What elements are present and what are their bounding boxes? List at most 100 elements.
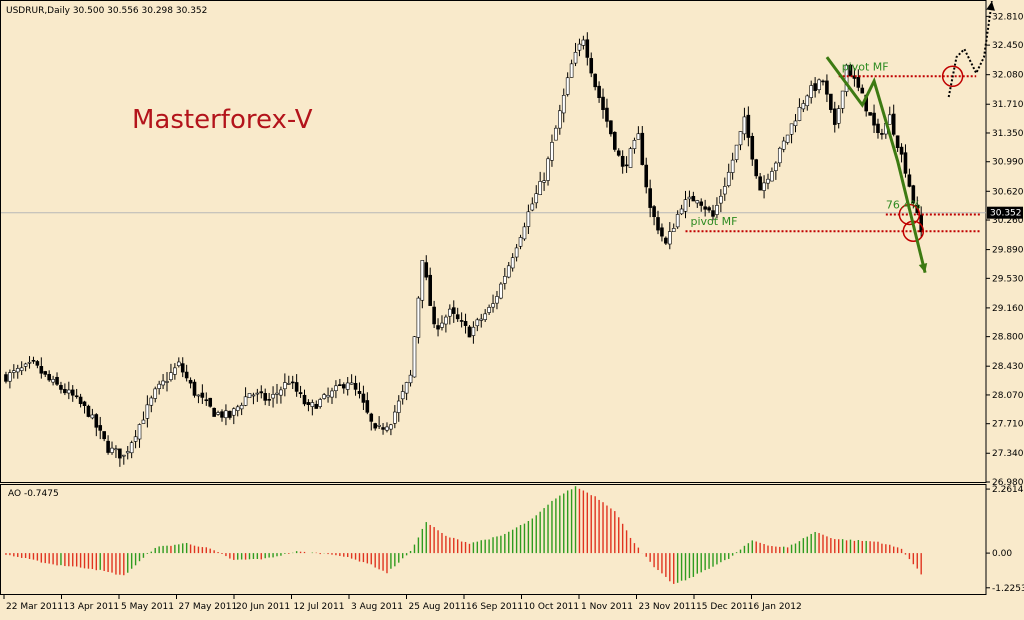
candle-body xyxy=(758,176,762,191)
x-tick-label: 22 Mar 2011 xyxy=(6,602,63,612)
candle-body xyxy=(510,257,515,269)
candle-body xyxy=(911,185,916,204)
candle-body xyxy=(809,85,814,98)
candle-body xyxy=(848,64,853,77)
candle-body xyxy=(526,211,531,227)
candle-body xyxy=(314,403,319,409)
candle-body xyxy=(208,397,213,407)
candle-body xyxy=(742,116,747,135)
candle-body xyxy=(31,359,36,362)
candle-body xyxy=(275,392,279,395)
candle-body xyxy=(271,394,275,399)
candle-body xyxy=(141,419,146,424)
y-tick-label: 30.260 xyxy=(992,216,1024,226)
candle-body xyxy=(491,303,495,308)
candle-body xyxy=(440,322,444,328)
candle-body xyxy=(259,391,264,394)
candle-body xyxy=(860,87,865,94)
x-tick-label: 5 May 2011 xyxy=(121,602,174,612)
candle-body xyxy=(722,186,727,195)
candle-body xyxy=(644,164,649,188)
candle-body xyxy=(868,112,872,116)
candle-body xyxy=(338,384,342,386)
candle-body xyxy=(420,260,425,301)
candle-body xyxy=(196,394,201,397)
x-tick-label: 20 Jun 2011 xyxy=(236,602,290,612)
symbol-header: USDRUR,Daily 30.500 30.556 30.298 30.352 xyxy=(6,6,207,16)
candle-body xyxy=(436,325,440,330)
candle-body xyxy=(577,43,582,51)
y-tick-label: 28.070 xyxy=(992,391,1024,401)
annotation-label: pivot MF xyxy=(691,215,738,228)
candle-body xyxy=(455,314,460,320)
candle-body xyxy=(483,313,487,320)
candle-body xyxy=(298,392,303,395)
candle-body xyxy=(514,247,519,258)
candle-body xyxy=(805,95,810,107)
candle-body xyxy=(82,401,87,406)
candle-body xyxy=(19,367,24,371)
candle-body xyxy=(67,389,71,394)
candle-body xyxy=(102,431,106,440)
candle-body xyxy=(876,123,880,134)
candle-body xyxy=(4,374,8,382)
candle-body xyxy=(597,85,601,98)
candle-body xyxy=(821,80,825,83)
candle-body xyxy=(715,205,719,215)
candle-body xyxy=(907,174,912,187)
candle-body xyxy=(247,393,252,398)
candle-body xyxy=(74,395,79,398)
y-tick-label: 30.990 xyxy=(992,158,1024,168)
candle-body xyxy=(165,381,169,383)
candle-body xyxy=(762,182,766,191)
candle-body xyxy=(534,193,539,204)
current-price-label: 30.352 xyxy=(990,209,1022,219)
candle-body xyxy=(51,379,55,383)
candle-body xyxy=(43,371,48,375)
candle-body xyxy=(695,200,700,204)
candle-body xyxy=(616,150,621,156)
candle-body xyxy=(365,400,370,413)
candle-body xyxy=(832,108,837,125)
candle-body xyxy=(836,108,841,124)
candle-body xyxy=(770,171,774,182)
candle-body xyxy=(47,374,51,381)
y-tick-label: 31.350 xyxy=(992,129,1024,139)
ao-title: AO -0.7475 xyxy=(8,489,59,499)
y-tick-label: 32.080 xyxy=(992,71,1024,81)
candle-body xyxy=(169,372,173,380)
candle-body xyxy=(581,39,586,46)
candle-body xyxy=(817,79,821,91)
candle-body xyxy=(542,180,546,183)
candle-body xyxy=(220,411,224,418)
candle-body xyxy=(349,382,354,385)
candle-body xyxy=(184,371,189,379)
candle-body xyxy=(766,178,770,184)
candle-body xyxy=(499,283,503,299)
candle-body xyxy=(251,394,256,397)
x-tick-label: 27 May 2011 xyxy=(179,602,238,612)
candle-body xyxy=(90,414,95,419)
candle-body xyxy=(664,237,668,244)
candle-body xyxy=(318,399,323,407)
candle-body xyxy=(396,400,401,413)
candle-body xyxy=(660,227,664,237)
candle-body xyxy=(789,123,794,135)
candle-body xyxy=(825,80,829,95)
candle-body xyxy=(613,131,617,150)
y-tick-label: 28.800 xyxy=(992,333,1024,343)
candle-body xyxy=(137,424,142,440)
candle-body xyxy=(231,408,236,416)
x-tick-label: 1 Nov 2011 xyxy=(581,602,633,612)
candle-body xyxy=(267,399,271,401)
x-tick-label: 3 Aug 2011 xyxy=(351,602,403,612)
candle-body xyxy=(78,396,83,404)
candle-body xyxy=(98,425,103,431)
candle-body xyxy=(707,207,711,211)
candle-body xyxy=(829,93,833,110)
candle-body xyxy=(609,120,613,135)
candle-body xyxy=(785,134,790,143)
candle-body xyxy=(133,436,138,442)
candle-body xyxy=(872,112,876,126)
